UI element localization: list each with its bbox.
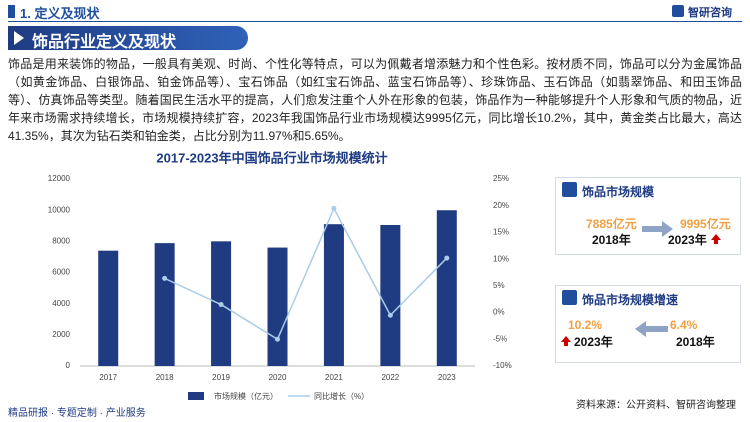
arrow-shaft: [646, 326, 668, 332]
up-arrow-stem: [714, 240, 718, 244]
panel: 饰品市场规模增速 10.2% 2023年 6.4% 2018年: [555, 285, 741, 363]
up-arrow: [561, 336, 571, 342]
point: [275, 336, 280, 342]
panel-year: 2018年: [676, 335, 715, 349]
footer-left: 精品研报 · 专题定制 · 产业服务: [8, 408, 146, 419]
y2-tick-label: 0%: [493, 308, 505, 317]
up-arrow: [711, 234, 721, 240]
panel-icon: [562, 182, 577, 197]
chart-title: 2017-2023年中国饰品行业市场规模统计: [156, 150, 387, 165]
y-tick-label: 10000: [48, 205, 71, 214]
arrow-head: [635, 321, 646, 337]
point: [387, 312, 393, 318]
panel: 饰品市场规模 7885亿元 2018年 9995亿元 2023年: [555, 177, 741, 255]
y-tick-label: 12000: [48, 174, 71, 183]
x-tick-label: 2017: [99, 373, 117, 382]
panel-value: 6.4%: [670, 318, 698, 332]
panel-year: 2023年: [574, 335, 613, 349]
x-tick-label: 2019: [212, 373, 230, 382]
y-tick-label: 2000: [52, 330, 70, 339]
x-tick-label: 2018: [156, 373, 174, 382]
x-tick-label: 2021: [325, 373, 343, 382]
panel-value: 7885亿元: [586, 217, 637, 231]
y2-tick-label: -10%: [493, 361, 512, 370]
line: [164, 206, 448, 341]
y-tick-label: 4000: [52, 299, 70, 308]
banner-title: 饰品行业定义及现状: [32, 34, 177, 51]
x-tick-label: 2020: [269, 373, 287, 382]
bar: [323, 224, 344, 366]
point: [162, 275, 168, 281]
section-marker: [8, 5, 15, 18]
point: [218, 302, 224, 308]
legend-label: 市场规模（亿元）: [214, 391, 278, 401]
y2-tick-label: -5%: [493, 334, 507, 343]
y-tick-label: 6000: [52, 268, 70, 277]
legend-label: 同比增长（%）: [314, 391, 369, 401]
y-tick-label: 0: [66, 361, 71, 370]
logo: 智研咨询: [688, 7, 732, 19]
point: [444, 255, 450, 261]
paragraph: 饰品是用来装饰的物品，一般具有美观、时尚、个性化等特点，可以为佩戴者增添魅力和个…: [8, 57, 742, 143]
bar: [380, 224, 401, 366]
y2-tick-label: 20%: [493, 201, 509, 210]
y2-tick-label: 15%: [493, 228, 509, 237]
panel-value: 10.2%: [568, 318, 603, 332]
arrow-shaft: [642, 226, 664, 232]
y-tick-label: 8000: [52, 236, 70, 245]
y2-tick-label: 25%: [493, 174, 509, 183]
bar: [98, 250, 119, 366]
up-arrow-stem: [564, 342, 568, 346]
y2-tick-label: 10%: [493, 254, 509, 263]
panel-year: 2023年: [668, 233, 707, 247]
point: [331, 205, 337, 211]
banner-arrow: [14, 31, 24, 45]
panel-year: 2018年: [592, 233, 631, 247]
source: 资料来源：公开资料、智研咨询整理: [576, 400, 736, 411]
panel-title: 饰品市场规模增速: [582, 293, 679, 307]
legend-swatch: [188, 392, 204, 400]
bar: [267, 247, 288, 366]
x-tick-label: 2023: [438, 373, 456, 382]
section-title: 1. 定义及现状: [20, 6, 100, 21]
x-tick-label: 2022: [381, 373, 399, 382]
panel-icon: [562, 290, 577, 305]
arrow-head: [662, 221, 673, 237]
panel-title: 饰品市场规模: [582, 185, 655, 199]
panel-value: 9995亿元: [680, 217, 731, 231]
y2-tick-label: 5%: [493, 281, 505, 290]
header-rule: [8, 21, 742, 22]
bar: [154, 243, 175, 366]
banner-bg: [8, 26, 248, 50]
logo-icon: [672, 5, 684, 17]
bar: [436, 210, 457, 366]
